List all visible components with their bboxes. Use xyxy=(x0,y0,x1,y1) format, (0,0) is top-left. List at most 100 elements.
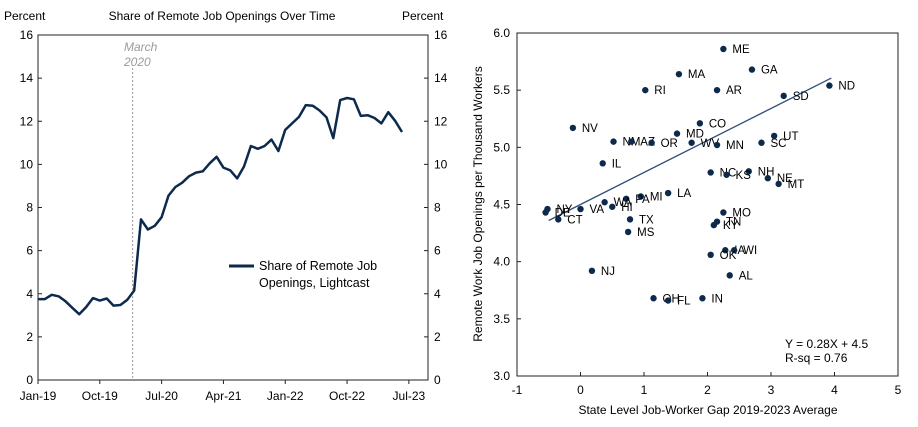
state-label-nj: NJ xyxy=(601,266,615,278)
scatter-y-axis-label: Remote Work Job Openings per Thousand Wo… xyxy=(471,66,485,341)
state-label-ks: KS xyxy=(736,170,752,182)
state-point-ky xyxy=(710,221,718,229)
state-point-md xyxy=(673,130,681,137)
state-point-al xyxy=(726,272,733,279)
scatter-y-tick-label: 5.0 xyxy=(493,140,510,154)
state-label-ga: GA xyxy=(761,65,778,77)
line-chart-left-tick-label: 8 xyxy=(26,201,33,215)
state-point-ne xyxy=(764,175,772,182)
state-label-sd: SD xyxy=(793,91,809,103)
state-label-me: ME xyxy=(732,44,750,56)
state-label-mi: MI xyxy=(650,191,663,203)
line-chart-left-tick-label: 0 xyxy=(26,373,33,387)
state-label-ok: OK xyxy=(720,250,737,262)
line-chart-right-tick-label: 12 xyxy=(434,114,448,128)
state-label-va: VA xyxy=(590,204,605,216)
scatter-x-tick-label: 3 xyxy=(768,383,775,397)
state-point-wa xyxy=(601,199,608,206)
state-point-me xyxy=(720,45,727,53)
line-chart-left-axis-label: Percent xyxy=(4,9,46,23)
state-point-fl xyxy=(664,297,672,304)
line-chart-left-tick-label: 12 xyxy=(20,114,34,128)
state-point-co xyxy=(696,120,704,127)
state-label-ar: AR xyxy=(726,85,742,97)
line-chart-right-axis-label: Percent xyxy=(402,9,444,23)
scatter-y-tick-label: 6.0 xyxy=(493,26,510,40)
state-label-md: MD xyxy=(686,129,704,141)
state-point-mo xyxy=(720,209,727,216)
state-point-il xyxy=(599,160,606,167)
state-label-la: LA xyxy=(677,188,691,200)
state-point-nm xyxy=(610,138,617,145)
regression-equation: Y = 0.28X + 4.5 xyxy=(785,337,869,351)
state-point-ms xyxy=(624,228,632,236)
state-point-la xyxy=(664,189,672,197)
state-point-va xyxy=(577,205,584,213)
scatter-trendline xyxy=(548,77,832,222)
line-chart-right-tick-label: 16 xyxy=(434,28,448,42)
state-label-tx: TX xyxy=(639,214,654,226)
line-chart-left-tick-label: 10 xyxy=(20,157,34,171)
state-point-ia xyxy=(722,247,729,254)
state-label-nd: ND xyxy=(838,81,855,93)
state-label-in: IN xyxy=(711,293,723,305)
line-chart-plot-frame xyxy=(37,34,429,381)
scatter-x-tick-label: 1 xyxy=(641,383,648,397)
line-chart-right-tick-label: 4 xyxy=(434,287,441,301)
state-label-pa: PA xyxy=(635,194,650,206)
state-point-ok xyxy=(707,251,714,259)
state-label-ut: UT xyxy=(783,131,798,143)
state-point-sd xyxy=(780,92,787,100)
scatter-y-tick-label: 4.5 xyxy=(493,198,510,212)
state-point-ga xyxy=(748,66,756,73)
state-label-il: IL xyxy=(612,158,622,170)
line-chart-x-tick-label: Oct-19 xyxy=(82,389,118,403)
state-point-nc xyxy=(707,169,714,176)
line-chart-x-tick-label: Jul-23 xyxy=(393,389,426,403)
state-point-nd xyxy=(826,82,833,89)
state-point-pa xyxy=(623,195,630,202)
state-point-ks xyxy=(723,171,730,178)
state-label-co: CO xyxy=(709,118,726,130)
march-2020-annotation-line2: 2020 xyxy=(123,55,151,69)
state-point-az xyxy=(628,138,635,145)
line-chart-right-tick-label: 6 xyxy=(434,244,441,258)
scatter-y-tick-label: 3.0 xyxy=(493,369,510,383)
scatter-x-tick-label: 2 xyxy=(704,383,711,397)
line-chart-title: Share of Remote Job Openings Over Time xyxy=(109,9,336,23)
state-point-mi xyxy=(637,193,645,200)
state-label-fl: FL xyxy=(677,296,691,308)
line-chart-x-tick-label: Jan-22 xyxy=(267,389,304,403)
state-label-wa: WA xyxy=(614,197,632,209)
line-chart-left-tick-label: 4 xyxy=(26,287,33,301)
state-point-tx xyxy=(626,216,634,223)
line-chart-right-tick-label: 10 xyxy=(434,157,448,171)
state-label-ct: CT xyxy=(567,214,582,226)
line-chart-right-tick-label: 8 xyxy=(434,201,441,215)
line-chart-x-tick-label: Jul-20 xyxy=(145,389,178,403)
state-point-ut xyxy=(770,132,778,140)
line-chart-left-tick-label: 2 xyxy=(26,330,33,344)
scatter-x-tick-label: 4 xyxy=(831,383,838,397)
line-chart-left-tick-label: 6 xyxy=(26,244,33,258)
state-label-nh: NH xyxy=(758,166,775,178)
state-label-ms: MS xyxy=(637,227,655,239)
scatter-x-tick-label: 0 xyxy=(577,383,584,397)
state-point-nh xyxy=(745,168,752,175)
line-chart-x-tick-label: Apr-21 xyxy=(205,389,241,403)
scatter-y-tick-label: 4.0 xyxy=(493,255,510,269)
state-point-in xyxy=(699,295,706,302)
state-point-ri xyxy=(642,86,649,94)
state-point-ma xyxy=(675,70,683,78)
state-point-ar xyxy=(713,86,721,94)
state-label-sc: SC xyxy=(770,138,786,150)
line-chart-left-tick-label: 14 xyxy=(20,71,34,85)
state-label-ky: KY xyxy=(723,220,739,232)
state-label-ny: NY xyxy=(556,204,572,216)
remote-openings-series-line xyxy=(38,96,404,316)
state-point-wi xyxy=(730,247,738,254)
march-2020-annotation-line1: March xyxy=(124,40,158,54)
regression-r-squared: R-sq = 0.76 xyxy=(785,351,848,365)
scatter-y-tick-label: 3.5 xyxy=(493,312,510,326)
